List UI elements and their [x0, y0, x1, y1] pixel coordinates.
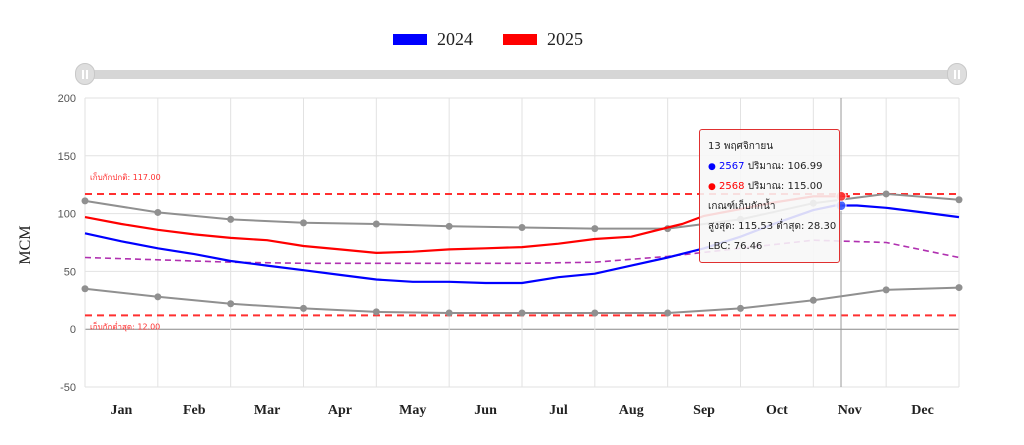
series-marker[interactable] [518, 309, 526, 317]
series-marker[interactable] [737, 304, 744, 312]
y-tick-label: 200 [58, 93, 76, 105]
series-marker[interactable] [445, 222, 453, 230]
y-axis-ticks: -50 0 50 100 150 200 [58, 93, 76, 394]
legend-swatch-2025 [503, 33, 537, 45]
x-tick-label: Dec [911, 403, 934, 418]
series-marker[interactable] [372, 308, 380, 316]
tooltip-criteria-values: สูงสุด: 115.53 ต่ำสุด: 28.30 [708, 221, 837, 232]
series-marker[interactable] [81, 197, 89, 205]
series-marker[interactable] [664, 309, 672, 317]
x-tick-label: Feb [183, 403, 206, 418]
series-marker[interactable] [227, 300, 235, 308]
x-tick-label: Sep [693, 403, 715, 418]
series-marker[interactable] [591, 309, 599, 317]
legend-swatch-2024 [393, 33, 427, 45]
range-slider[interactable] [73, 63, 969, 87]
legend-item-2024[interactable]: 2024 [393, 28, 473, 50]
range-slider-track[interactable] [83, 70, 959, 79]
x-tick-label: Nov [838, 403, 862, 418]
series-marker[interactable] [300, 219, 307, 227]
y-tick-label: -50 [60, 382, 76, 394]
legend-label-2024: 2024 [437, 28, 473, 49]
tooltip-series-2025: ● 2568 ปริมาณ: 115.00 [708, 177, 831, 197]
series-marker[interactable] [518, 223, 526, 231]
range-slider-left-handle[interactable] [75, 63, 95, 85]
tooltip-value-2025: ปริมาณ: 115.00 [747, 181, 823, 192]
x-tick-label: Jun [474, 403, 497, 418]
series-marker[interactable] [882, 190, 890, 198]
y-tick-label: 150 [58, 151, 76, 163]
x-tick-label: Jul [549, 403, 568, 418]
series-marker[interactable] [372, 220, 380, 228]
series-marker[interactable] [955, 284, 963, 292]
series-marker[interactable] [591, 225, 599, 233]
series-marker[interactable] [955, 196, 963, 204]
tooltip-year-2024: 2567 [719, 161, 745, 172]
tooltip-date: 13 พฤศจิกายน [708, 141, 774, 152]
series-marker[interactable] [882, 286, 890, 294]
legend: 2024 2025 [0, 28, 1024, 50]
tooltip-dot-red: ● [708, 182, 716, 192]
tooltip-dot-blue: ● [708, 162, 716, 172]
series-line [84, 239, 960, 265]
x-tick-label: Jan [111, 403, 133, 418]
x-tick-label: May [399, 403, 426, 418]
series-marker[interactable] [81, 285, 89, 293]
x-axis-ticks: Jan Feb Mar Apr May Jun Jul Aug Sep Oct Nov Dec [111, 403, 934, 418]
tooltip-value-2024: ปริมาณ: 106.99 [747, 161, 823, 172]
x-tick-label: Mar [254, 403, 280, 418]
reference-line-label: เก็บกักปกติ: 117.00 [90, 172, 161, 182]
y-tick-label: 100 [58, 209, 76, 221]
legend-item-2025[interactable]: 2025 [503, 28, 583, 50]
reference-line-label: เก็บกักต่ำสุด: 12.00 [90, 320, 160, 331]
series-marker[interactable] [445, 309, 453, 317]
series-marker[interactable] [154, 293, 162, 301]
x-tick-label: Apr [328, 403, 352, 418]
legend-label-2025: 2025 [547, 28, 583, 49]
x-tick-label: Oct [766, 403, 788, 418]
y-tick-label: 0 [70, 324, 76, 336]
x-tick-label: Aug [619, 403, 644, 418]
tooltip-criteria-title: เกณฑ์เก็บกักน้ำ [708, 201, 776, 212]
range-slider-right-handle[interactable] [947, 63, 967, 85]
series-marker[interactable] [300, 304, 307, 312]
series-marker[interactable] [809, 296, 817, 304]
tooltip-series-2024: ● 2567 ปริมาณ: 106.99 [708, 157, 831, 177]
y-tick-label: 50 [64, 266, 76, 278]
tooltip-year-2025: 2568 [719, 181, 745, 192]
y-axis-label: MCM [17, 225, 34, 264]
series-marker[interactable] [154, 208, 162, 216]
tooltip-lbc: LBC: 76.46 [708, 241, 763, 252]
series-marker[interactable] [227, 215, 235, 223]
tooltip: 13 พฤศจิกายน ● 2567 ปริมาณ: 106.99 ● 256… [699, 129, 840, 263]
